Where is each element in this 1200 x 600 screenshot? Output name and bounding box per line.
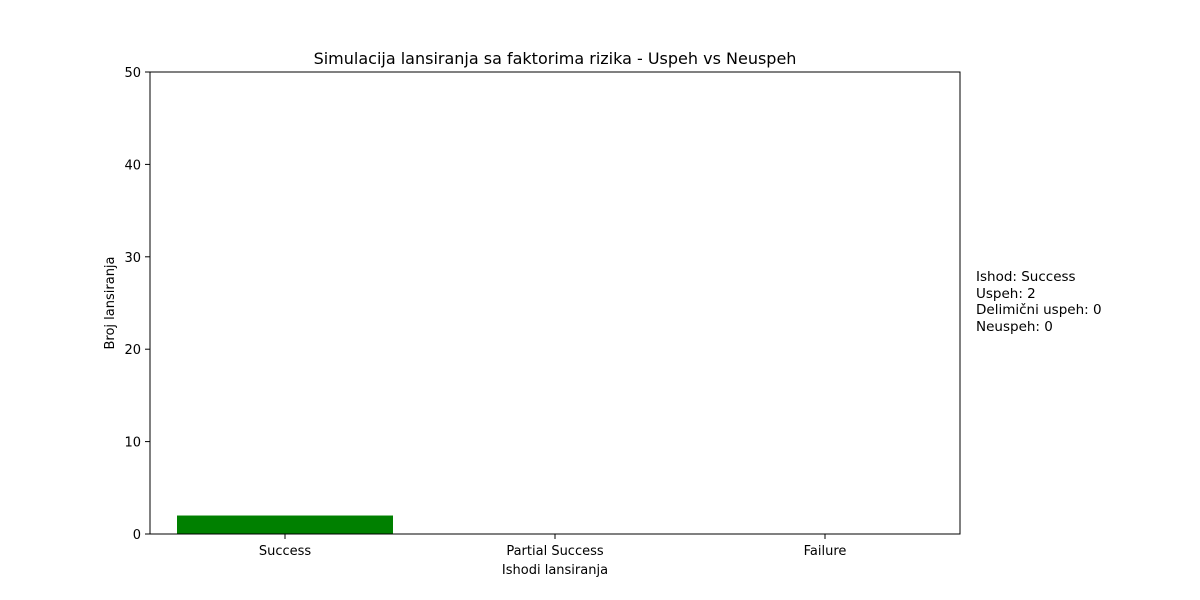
y-tick-label: 40: [124, 158, 141, 173]
annotation-success-count: Uspeh: 2: [976, 285, 1036, 302]
y-ticks-group: 0 10 20 30 40 50: [124, 66, 150, 543]
x-tick-label: Success: [259, 544, 312, 559]
y-tick-label: 10: [124, 436, 141, 451]
bars-group: [177, 515, 393, 534]
bar-success: [177, 515, 393, 534]
axes-frame: [149, 71, 961, 535]
y-axis-label: Broj lansiranja: [103, 256, 118, 349]
y-tick-label: 50: [124, 66, 141, 81]
y-tick-label: 0: [133, 528, 141, 543]
y-tick-label: 20: [124, 343, 141, 358]
results-annotation: Ishod: Success Uspeh: 2 Delimični uspeh:…: [976, 269, 1102, 336]
chart-title: Simulacija lansiranja sa faktorima rizik…: [314, 49, 797, 68]
x-tick-label: Partial Success: [506, 544, 604, 559]
annotation-failure-count: Neuspeh: 0: [976, 319, 1053, 336]
annotation-partial-count: Delimični uspeh: 0: [976, 302, 1102, 319]
annotation-outcome: Ishod: Success: [976, 269, 1076, 285]
x-ticks-group: Success Partial Success Failure: [259, 534, 847, 559]
y-tick-label: 30: [124, 251, 141, 266]
x-tick-label: Failure: [804, 544, 847, 559]
x-axis-label: Ishodi lansiranja: [502, 563, 608, 578]
